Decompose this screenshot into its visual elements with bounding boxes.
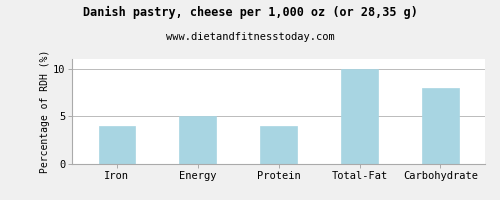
- Text: Danish pastry, cheese per 1,000 oz (or 28,35 g): Danish pastry, cheese per 1,000 oz (or 2…: [82, 6, 417, 19]
- Bar: [98, 126, 135, 164]
- Bar: [180, 116, 216, 164]
- Y-axis label: Percentage of RDH (%): Percentage of RDH (%): [40, 50, 50, 173]
- Bar: [342, 69, 378, 164]
- Bar: [260, 126, 297, 164]
- Bar: [422, 88, 458, 164]
- Text: www.dietandfitnesstoday.com: www.dietandfitnesstoday.com: [166, 32, 334, 42]
